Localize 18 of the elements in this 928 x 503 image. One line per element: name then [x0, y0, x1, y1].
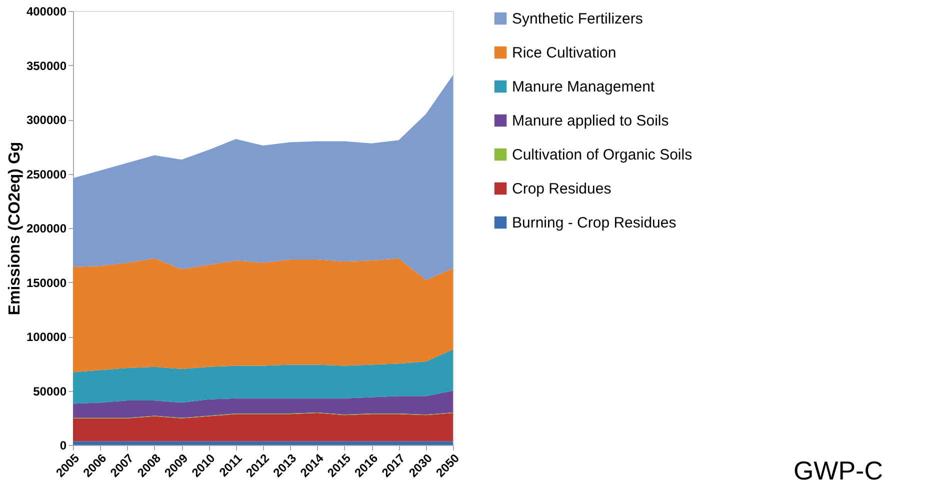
y-axis-title: Emissions (CO2eq) Gg	[6, 142, 24, 316]
y-tick-label: 250000	[26, 167, 67, 182]
legend-label: Burning - Crop Residues	[512, 214, 676, 232]
y-tick-label: 50000	[33, 384, 67, 398]
y-tick-label: 200000	[26, 222, 67, 236]
legend-label: Crop Residues	[512, 180, 612, 198]
y-tick-label: 300000	[26, 113, 67, 127]
legend-label: Rice Cultivation	[512, 44, 616, 62]
y-tick-label: 350000	[26, 58, 67, 73]
legend-label: Cultivation of Organic Soils	[512, 146, 692, 164]
y-tick-label: 100000	[26, 330, 67, 344]
y-tick-label: 150000	[26, 276, 67, 290]
legend-label: Manure applied to Soils	[512, 112, 669, 130]
legend-label: Manure Management	[512, 78, 656, 96]
y-tick-label: 0	[60, 438, 67, 452]
y-tick-label: 400000	[26, 4, 67, 18]
legend-label: Synthetic Fertilizers	[512, 10, 643, 28]
text: GWP-C	[793, 456, 883, 486]
